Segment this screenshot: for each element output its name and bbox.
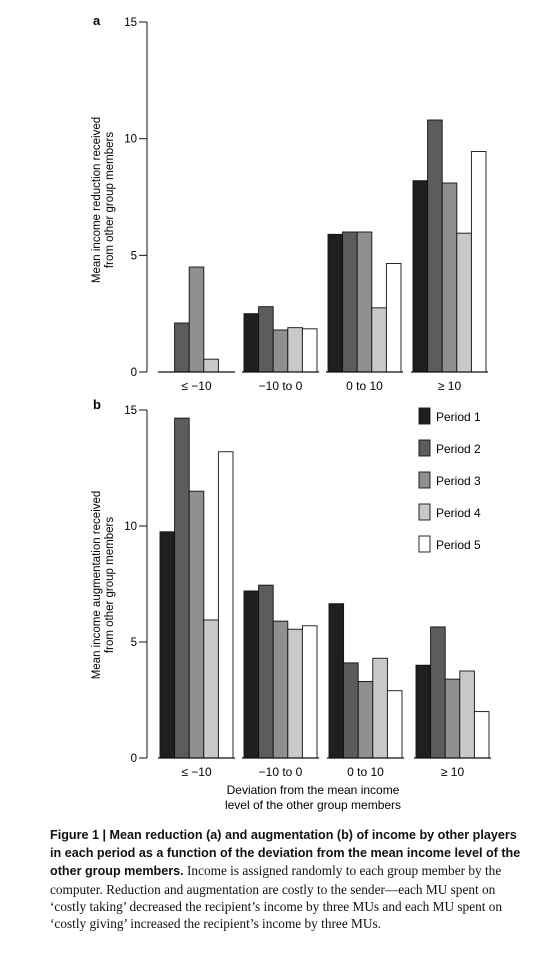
legend-label: Period 1 (436, 410, 481, 424)
bar-period-5 (385, 263, 402, 373)
bar-period-4 (203, 358, 219, 373)
y-tick-label: 10 (124, 134, 137, 146)
y-tick-label: 5 (131, 637, 137, 649)
category-label: ≤ −10 (181, 379, 212, 393)
legend-label: Period 4 (436, 506, 481, 520)
bar-period-3 (188, 490, 205, 759)
bar-period-2 (343, 662, 359, 759)
bar-period-5 (217, 451, 234, 759)
category-label: ≥ 10 (438, 379, 462, 393)
bar-period-4 (459, 670, 475, 759)
bar-period-1 (243, 590, 260, 759)
y-axis-label: Mean income reduction receivedfrom other… (91, 117, 116, 283)
bar-period-4 (456, 232, 472, 373)
category-label: 0 to 10 (346, 379, 383, 393)
legend: Period 1 Period 2 Period 3 Period 4 Period 5 (418, 407, 481, 553)
bar-period-5 (473, 711, 490, 759)
bar-period-2 (427, 119, 443, 373)
bar-period-2 (258, 584, 274, 759)
legend-label: Period 5 (436, 538, 481, 552)
bar-period-1 (328, 603, 345, 759)
bar-period-2 (430, 626, 446, 759)
panel-a: a 0 5 10 15 Mean income reduction receivedfro… (91, 13, 488, 393)
category-label: −10 to 0 (259, 765, 303, 779)
legend-swatch (418, 439, 431, 457)
legend-label: Period 3 (436, 474, 481, 488)
bar-period-4 (371, 307, 387, 373)
bar-period-4 (287, 628, 303, 759)
bar-period-2 (174, 322, 190, 373)
figure: a 0 5 10 15 Mean income reduction receivedfro… (91, 13, 491, 812)
bar-period-3 (444, 678, 461, 759)
category-label: ≤ −10 (181, 765, 212, 779)
bar-period-5 (470, 151, 487, 373)
bar-period-4 (372, 657, 388, 759)
y-tick-label: 15 (124, 17, 137, 29)
category-label: 0 to 10 (347, 765, 384, 779)
bar-period-3 (441, 182, 458, 373)
bar-period-3 (356, 231, 373, 373)
panel-label: b (93, 397, 101, 412)
bar-period-2 (342, 231, 358, 373)
bar-period-1 (412, 180, 429, 373)
caption-heading: Figure 1 | Mean reduction (a) and augmen… (50, 828, 521, 879)
category-label: ≥ 10 (441, 765, 465, 779)
bar-period-5 (301, 625, 318, 759)
panel-label: a (93, 13, 101, 28)
panel-b: b 0 5 10 15 Mean income augmentation received… (91, 397, 491, 812)
y-tick-label: 0 (131, 367, 137, 379)
bar-period-2 (174, 417, 190, 759)
bar-period-5 (386, 690, 403, 759)
bar-period-4 (203, 619, 219, 759)
y-tick-label: 5 (131, 250, 137, 262)
bar-period-5 (301, 328, 318, 373)
y-tick-label: 15 (124, 405, 137, 417)
bar-period-3 (272, 620, 289, 759)
y-axis-label: Mean income augmentation receivedfrom ot… (91, 491, 116, 680)
legend-label: Period 2 (436, 442, 481, 456)
bar-period-3 (188, 266, 205, 373)
caption-body: Income is assigned randomly to each grou… (50, 863, 503, 932)
legend-swatch (418, 407, 431, 425)
bar-period-2 (258, 306, 274, 373)
x-axis-label: Deviation from the mean income level of t… (225, 783, 401, 812)
legend-swatch (418, 503, 431, 521)
bar-period-3 (272, 329, 289, 373)
bar-period-1 (415, 664, 432, 759)
y-tick-label: 0 (131, 753, 137, 765)
legend-swatch (418, 471, 431, 489)
figure-caption: Figure 1 | Mean reduction (a) and augmen… (50, 826, 530, 932)
bar-period-1 (159, 531, 176, 759)
bar-period-3 (357, 680, 374, 759)
bar-period-4 (287, 327, 303, 373)
y-tick-label: 10 (124, 521, 137, 533)
bar-period-1 (327, 233, 344, 373)
bar-period-1 (243, 313, 260, 373)
category-label: −10 to 0 (259, 379, 303, 393)
legend-swatch (418, 535, 431, 553)
